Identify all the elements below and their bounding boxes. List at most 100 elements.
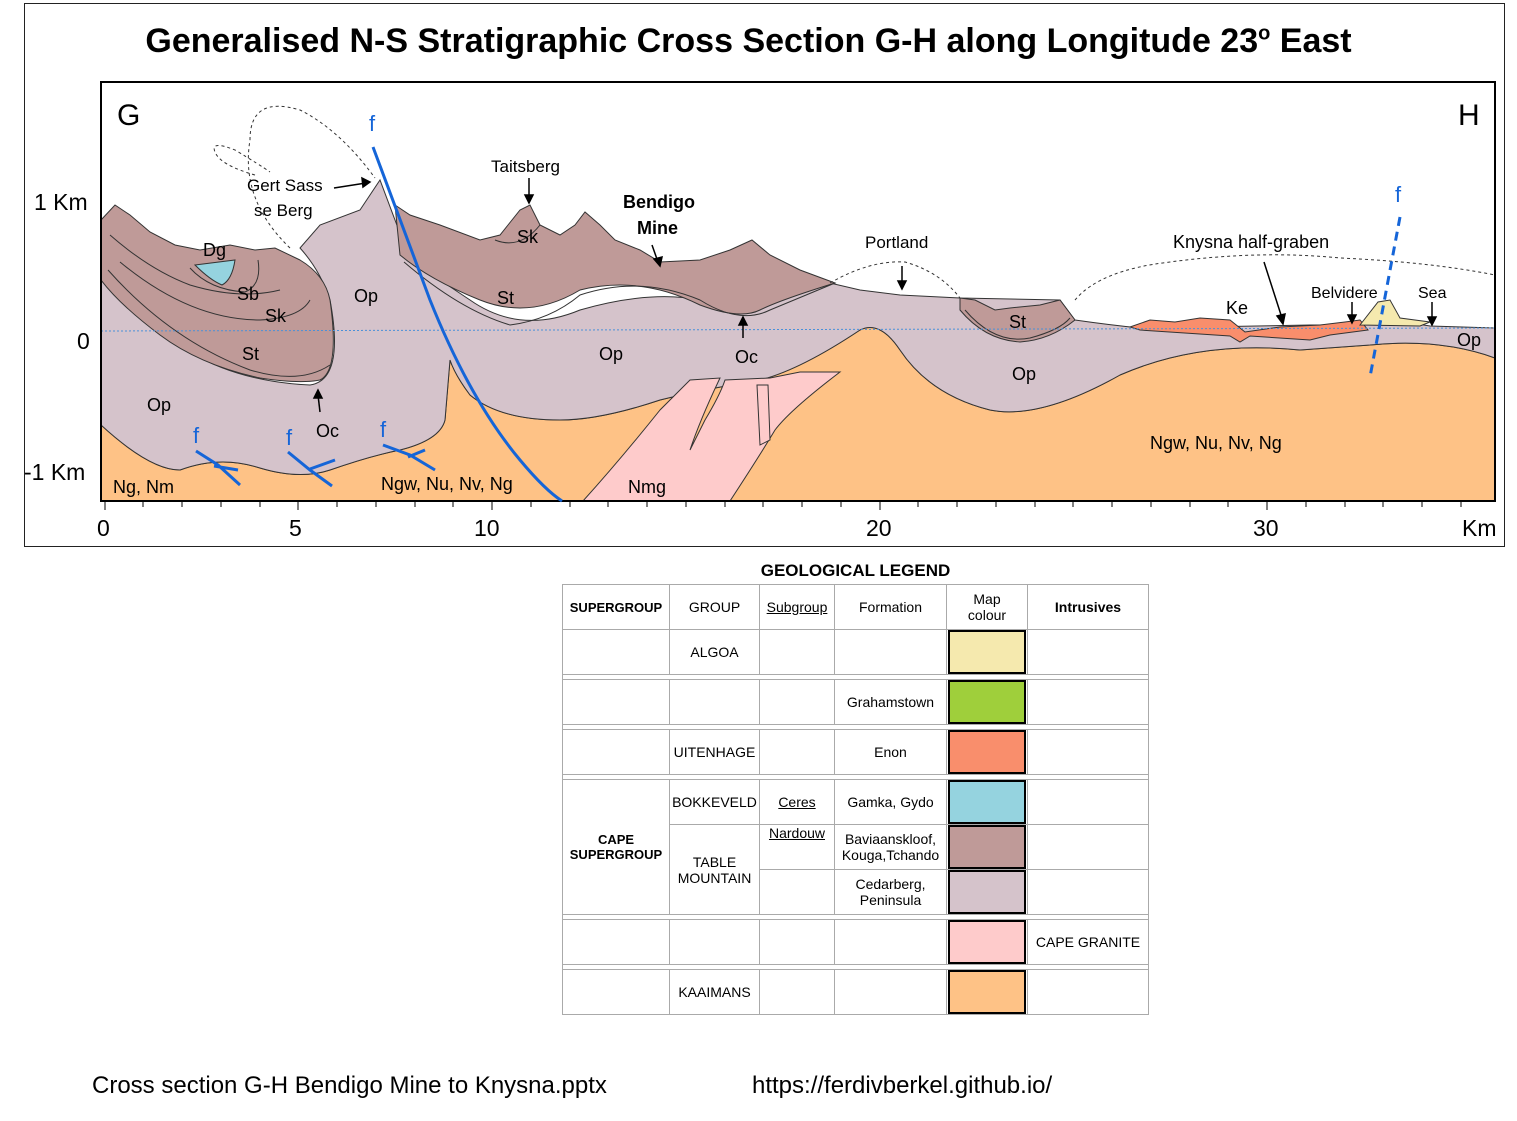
place-knysna: Knysna half-graben	[1173, 232, 1329, 252]
fault-label-2: f	[286, 425, 293, 450]
footer-filename: Cross section G-H Bendigo Mine to Knysna…	[92, 1072, 607, 1099]
legend-row-nardouw: TABLE MOUNTAIN Nardouw Baviaanskloof, Koug…	[563, 824, 1149, 915]
plot-frame	[100, 81, 1496, 502]
legend-row-granite: CAPE GRANITE	[562, 919, 1149, 965]
table-mountain-upper-left	[101, 204, 334, 383]
swatch-algoa	[948, 630, 1026, 674]
legend-row-grahamstown: Grahamstown	[562, 679, 1149, 725]
subgroup-nardouw: Nardouw	[759, 824, 835, 870]
header-formation: Formation	[834, 584, 947, 630]
subgroup-ceres: Ceres	[759, 779, 835, 825]
place-belvidere: Belvidere	[1311, 285, 1378, 302]
header-subgroup: Subgroup	[759, 584, 835, 630]
formation-grahamstown: Grahamstown	[834, 679, 947, 725]
place-bendigo-line2: Mine	[637, 218, 678, 238]
unit-st-middle: St	[497, 288, 514, 308]
place-bendigo-line1: Bendigo	[623, 192, 695, 212]
eroded-profile	[213, 105, 1496, 301]
unit-st-right: St	[1009, 312, 1026, 332]
table-mountain-upper-middle	[394, 203, 837, 315]
x-tick-20: 20	[866, 515, 892, 541]
fault-label-main: f	[369, 111, 376, 136]
unit-ngw-left: Ngw, Nu, Nv, Ng	[381, 474, 513, 494]
group-uitenhage: UITENHAGE	[669, 729, 760, 775]
unit-st-left: St	[242, 344, 259, 364]
legend-row-kaaimans: KAAIMANS	[562, 969, 1149, 1015]
group-table-mountain: TABLE MOUNTAIN	[669, 824, 760, 915]
x-tick-30: 30	[1253, 515, 1279, 541]
swatch-granite	[948, 920, 1026, 964]
unit-sk-left: Sk	[265, 306, 287, 326]
unit-dg: Dg	[203, 240, 226, 260]
legend-row-bokkeveld: CAPE SUPERGROUP BOKKEVELD Ceres Gamka, Gy…	[562, 779, 1149, 915]
figure-title: Generalised N-S Stratigraphic Cross Sect…	[145, 22, 1352, 60]
place-gert-line1: Gert Sass	[247, 176, 323, 195]
swatch-cedarberg	[948, 870, 1026, 914]
unit-op-middle: Op	[599, 344, 623, 364]
legend-row-algoa: ALGOA	[562, 629, 1149, 675]
right-fault	[1368, 216, 1402, 378]
swatch-grahamstown	[948, 680, 1026, 724]
end-label-g: G	[117, 99, 140, 132]
legend-row-uitenhage: UITENHAGE Enon	[562, 729, 1149, 775]
header-map-colour: Map colour	[946, 584, 1028, 630]
place-taitsberg: Taitsberg	[491, 157, 560, 176]
table-mountain-lower-unit	[101, 178, 1495, 476]
bokkeveld-unit	[193, 259, 236, 286]
unit-ng-nm: Ng, Nm	[113, 477, 174, 497]
fault-label-3: f	[380, 417, 387, 442]
header-group: GROUP	[669, 584, 760, 630]
swatch-bokkeveld	[948, 780, 1026, 824]
callout-arrows	[312, 176, 1438, 413]
place-gert-line2: se Berg	[254, 201, 313, 220]
figure-frame	[24, 3, 1505, 547]
header-intrusives: Intrusives	[1027, 584, 1149, 630]
formation-baviaanskloof: Baviaanskloof, Kouga,Tchando	[834, 824, 947, 870]
formation-gamka-gydo: Gamka, Gydo	[834, 779, 947, 825]
x-tick-5: 5	[289, 515, 302, 541]
unit-op-far-right: Op	[1457, 330, 1481, 350]
y-label-0: 0	[77, 328, 90, 354]
group-algoa: ALGOA	[669, 629, 760, 675]
x-axis-ticks	[104, 501, 1462, 510]
geological-legend: SUPERGROUP GROUP Subgroup Formation Map c…	[562, 584, 1149, 1015]
fault-label-right: f	[1395, 182, 1402, 207]
main-fault	[371, 146, 563, 503]
unit-oc-middle: Oc	[735, 347, 758, 367]
minor-faults	[195, 443, 436, 488]
header-supergroup: SUPERGROUP	[562, 584, 670, 630]
formation-enon: Enon	[834, 729, 947, 775]
legend-title: GEOLOGICAL LEGEND	[760, 561, 951, 580]
swatch-enon	[948, 730, 1026, 774]
unit-op-right: Op	[1012, 364, 1036, 384]
group-bokkeveld: BOKKEVELD	[669, 779, 760, 825]
algoa-unit	[1358, 299, 1432, 327]
y-label-minus-1km: -1 Km	[24, 459, 85, 485]
supergroup-cape: CAPE SUPERGROUP	[562, 779, 670, 915]
unit-sb: Sb	[237, 284, 259, 304]
y-label-1km: 1 Km	[34, 189, 88, 215]
unit-oc-left: Oc	[316, 421, 339, 441]
x-unit: Km	[1462, 515, 1497, 541]
fault-label-1: f	[193, 423, 200, 448]
formation-cedarberg: Cedarberg, Peninsula	[834, 869, 947, 915]
unit-op-left: Op	[147, 395, 171, 415]
swatch-kaaimans	[948, 970, 1026, 1014]
cross-section: G H 1 Km 0 -1 Km 0 5 10 20 30 Km Gert Sa…	[24, 81, 1497, 541]
footer-url: https://ferdivberkel.github.io/	[752, 1072, 1053, 1099]
group-kaaimans: KAAIMANS	[669, 969, 760, 1015]
x-tick-0: 0	[97, 515, 110, 541]
place-sea: Sea	[1418, 285, 1447, 302]
x-tick-10: 10	[474, 515, 500, 541]
granite-unit	[582, 371, 842, 501]
unit-nmg: Nmg	[628, 477, 666, 497]
end-label-h: H	[1458, 99, 1480, 132]
place-portland: Portland	[865, 233, 928, 252]
unit-op-upper: Op	[354, 286, 378, 306]
unit-ke: Ke	[1226, 298, 1248, 318]
unit-ngw-right: Ngw, Nu, Nv, Ng	[1150, 433, 1282, 453]
intrusive-cape-granite: CAPE GRANITE	[1027, 919, 1149, 965]
sea-level-line	[100, 327, 1496, 332]
swatch-nardouw	[948, 825, 1026, 869]
legend-header-row: SUPERGROUP GROUP Subgroup Formation Map c…	[562, 584, 1149, 630]
